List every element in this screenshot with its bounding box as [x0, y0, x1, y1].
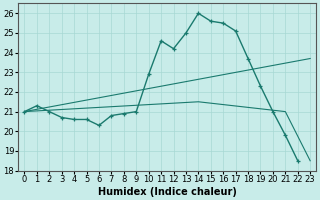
X-axis label: Humidex (Indice chaleur): Humidex (Indice chaleur) [98, 187, 237, 197]
